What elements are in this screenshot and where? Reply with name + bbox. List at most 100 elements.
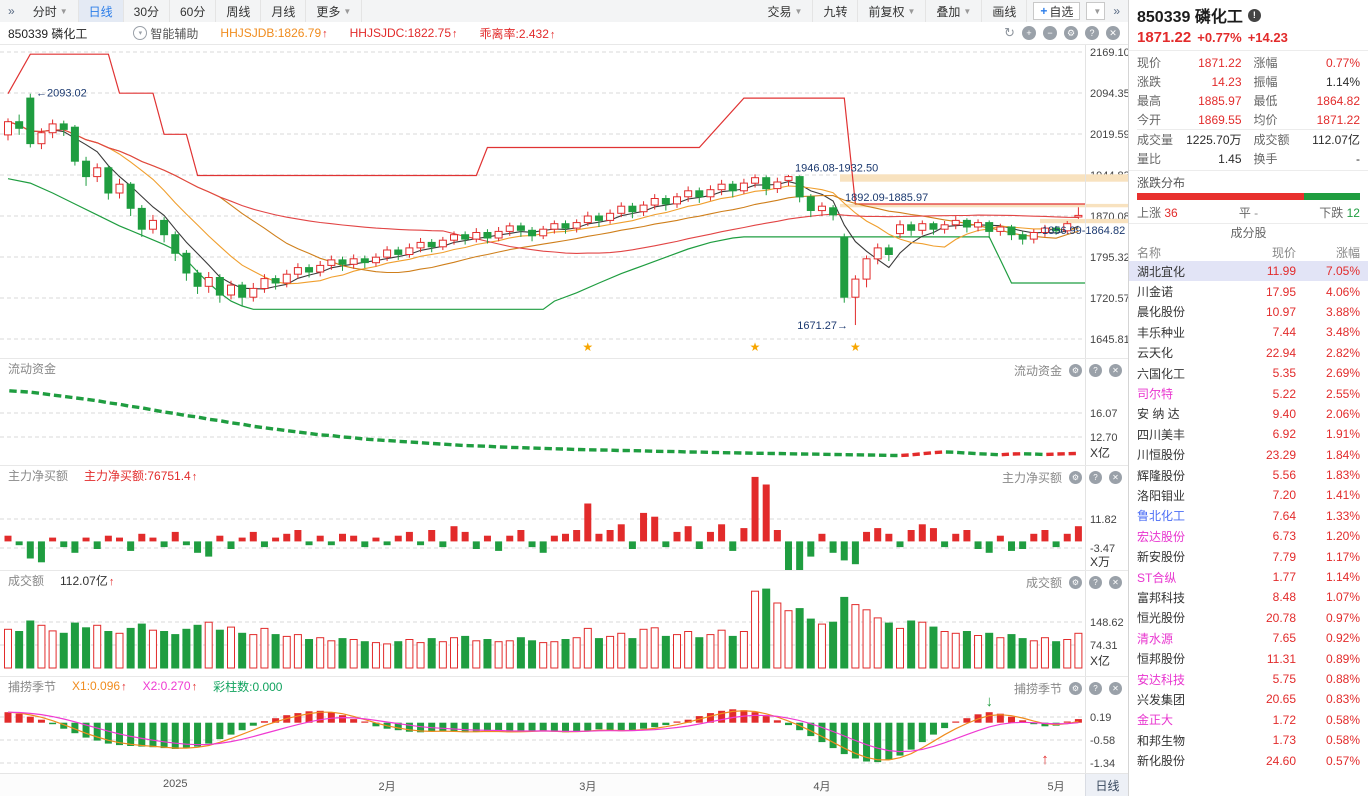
svg-text:↓: ↓ [985,693,993,710]
constituent-row[interactable]: 新化股份 24.60 0.57% [1129,750,1368,770]
toolbar-right: 交易 ▼ 九转 前复权 ▼ 叠加 ▼ 画线 + 自选 ▼ » [758,0,1128,22]
tab-minute[interactable]: 分时 ▼ [23,0,79,22]
tab-60min[interactable]: 60分 [170,0,217,22]
stock-name: 金正大 [1137,713,1174,728]
settings-icon[interactable]: ⚙ [1064,26,1078,40]
stock-price: 10.97 [1265,304,1296,319]
svg-text:2094.35: 2094.35 [1090,88,1128,100]
stock-change-pct: 0.88% [1325,672,1360,686]
panel-settings-icon[interactable]: ⚙ [1069,364,1082,377]
quote-stats: 现价 1871.22 涨幅 0.77% 涨跌 14.23 振幅 1.14% 最高 1885.97 最… [1129,50,1368,170]
tab-more[interactable]: 更多 ▼ [306,0,363,22]
tab-weekly[interactable]: 周线 [216,0,262,22]
panel-help-icon[interactable]: ? [1089,576,1102,589]
constituent-row[interactable]: 和邦生物 1.73 0.58% [1129,730,1368,750]
refresh-icon[interactable]: ↻ [1004,25,1015,40]
smart-assist-toggle[interactable]: ▾ 智能辅助 [133,25,198,42]
tab-daily[interactable]: 日线 [78,0,124,22]
tab-monthly[interactable]: 月线 [261,0,307,22]
close-icon[interactable]: ✕ [1106,26,1120,40]
nine-turn-button[interactable]: 九转 [813,0,859,22]
stock-name: ST合纵 [1137,570,1177,585]
forward-adjust-button[interactable]: 前复权 ▼ [858,0,927,22]
constituent-row[interactable]: 湖北宜化 11.99 7.05% [1129,261,1368,282]
svg-text:X亿: X亿 [1090,445,1110,460]
stock-price: 24.60 [1265,753,1296,768]
chevron-down-icon: ▼ [343,6,352,16]
up-segment [1137,193,1305,200]
up-arrow-icon: ↑ [549,28,556,41]
constituent-row[interactable]: 新安股份 7.79 1.17% [1129,546,1368,566]
constituent-row[interactable]: 金正大 1.72 0.58% [1129,710,1368,730]
constituent-row[interactable]: 丰乐种业 7.44 3.48% [1129,322,1368,342]
constituent-row[interactable]: 安达科技 5.75 0.88% [1129,669,1368,689]
info-icon[interactable]: ! [1247,8,1261,22]
overlay-button[interactable]: 叠加 ▼ [926,0,983,22]
main-price-chart[interactable]: 2169.102094.352019.591944.831870.081795.… [0,44,1128,358]
stock-price: 1.73 [1272,733,1296,748]
stat-row: 涨跌 14.23 振幅 1.14% [1137,74,1360,90]
stock-name: 六国化工 [1137,366,1186,381]
help-icon[interactable]: ? [1085,26,1099,40]
constituent-row[interactable]: 清水源 7.65 0.92% [1129,628,1368,648]
add-watchlist-button[interactable]: + 自选 [1033,2,1081,20]
stock-name: 云天化 [1137,346,1174,361]
constituent-row[interactable]: ST合纵 1.77 1.14% [1129,567,1368,587]
watchlist-dropdown-button[interactable]: ▼ [1086,2,1106,20]
period-label[interactable]: 日线 [1085,774,1129,796]
panel-close-icon[interactable]: ✕ [1109,576,1122,589]
constituent-row[interactable]: 辉隆股份 5.56 1.83% [1129,465,1368,485]
panel-settings-icon[interactable]: ⚙ [1069,471,1082,484]
svg-text:11.82: 11.82 [1090,514,1117,526]
constituent-row[interactable]: 洛阳钼业 7.20 1.41% [1129,485,1368,505]
up-count: 36 [1164,205,1178,220]
panel-help-icon[interactable]: ? [1089,364,1102,377]
constituent-row[interactable]: 司尔特 5.22 2.55% [1129,383,1368,403]
svg-text:148.62: 148.62 [1090,617,1124,629]
constituent-row[interactable]: 川恒股份 23.29 1.84% [1129,445,1368,465]
svg-text:-3.47: -3.47 [1090,543,1115,555]
panel-close-icon[interactable]: ✕ [1109,682,1122,695]
stock-name: 湖北宜化 [1137,264,1186,279]
constituent-row[interactable]: 恒光股份 20.78 0.97% [1129,608,1368,628]
draw-line-button[interactable]: 画线 [982,0,1028,22]
distribution-bar [1137,193,1360,200]
constituent-row[interactable]: 晨化股份 10.97 3.88% [1129,302,1368,322]
turnover-panel-controls: 成交额 ⚙ ? ✕ [1026,574,1122,591]
quote-panel: 850339 磷化工 ! 1871.22 +0.77% +14.23 现价 1871.… [1128,0,1368,796]
constituent-row[interactable]: 四川美丰 6.92 1.91% [1129,424,1368,444]
expand-left-icon[interactable]: » [8,4,15,18]
panel-settings-icon[interactable]: ⚙ [1069,682,1082,695]
panel-help-icon[interactable]: ? [1089,682,1102,695]
panel-settings-icon[interactable]: ⚙ [1069,576,1082,589]
constituent-row[interactable]: 川金诺 17.95 4.06% [1129,281,1368,301]
constituent-row[interactable]: 恒邦股份 11.31 0.89% [1129,648,1368,668]
stock-price: 7.44 [1272,325,1296,340]
stock-change-pct: 1.14% [1325,570,1360,585]
chevron-down-icon: ▼ [963,6,972,16]
constituent-row[interactable]: 宏达股份 6.73 1.20% [1129,526,1368,546]
panel-help-icon[interactable]: ? [1089,471,1102,484]
panel-close-icon[interactable]: ✕ [1109,471,1122,484]
constituent-row[interactable]: 富邦科技 8.48 1.07% [1129,587,1368,607]
constituent-row[interactable]: 兴发集团 20.65 0.83% [1129,689,1368,709]
stock-name: 新化股份 [1137,754,1186,769]
constituent-row[interactable]: 鲁北化工 7.64 1.33% [1129,506,1368,526]
chevron-down-icon: ▼ [907,6,916,16]
constituent-row[interactable]: 六国化工 5.35 2.69% [1129,363,1368,383]
constituent-row[interactable]: 云天化 22.94 2.82% [1129,343,1368,363]
chart-header: 850339 磷化工 ▾ 智能辅助 HHJSJDB:1826.79↑ HHJSJD… [0,22,1128,44]
trade-button[interactable]: 交易 ▼ [758,0,814,22]
panel-close-icon[interactable]: ✕ [1109,364,1122,377]
tab-30min[interactable]: 30分 [124,0,170,22]
zoom-out-icon[interactable]: − [1043,26,1057,40]
stock-change-pct: 0.83% [1325,692,1360,707]
zoom-in-icon[interactable]: + [1022,26,1036,40]
constituent-row[interactable]: 安 纳 达 9.40 2.06% [1129,404,1368,424]
stock-change-pct: 2.69% [1325,366,1360,381]
collapse-right-icon[interactable]: » [1113,4,1120,18]
season-panel-chart[interactable]: 0.19 -0.58 -1.34 ↓ ↑ [0,676,1128,773]
